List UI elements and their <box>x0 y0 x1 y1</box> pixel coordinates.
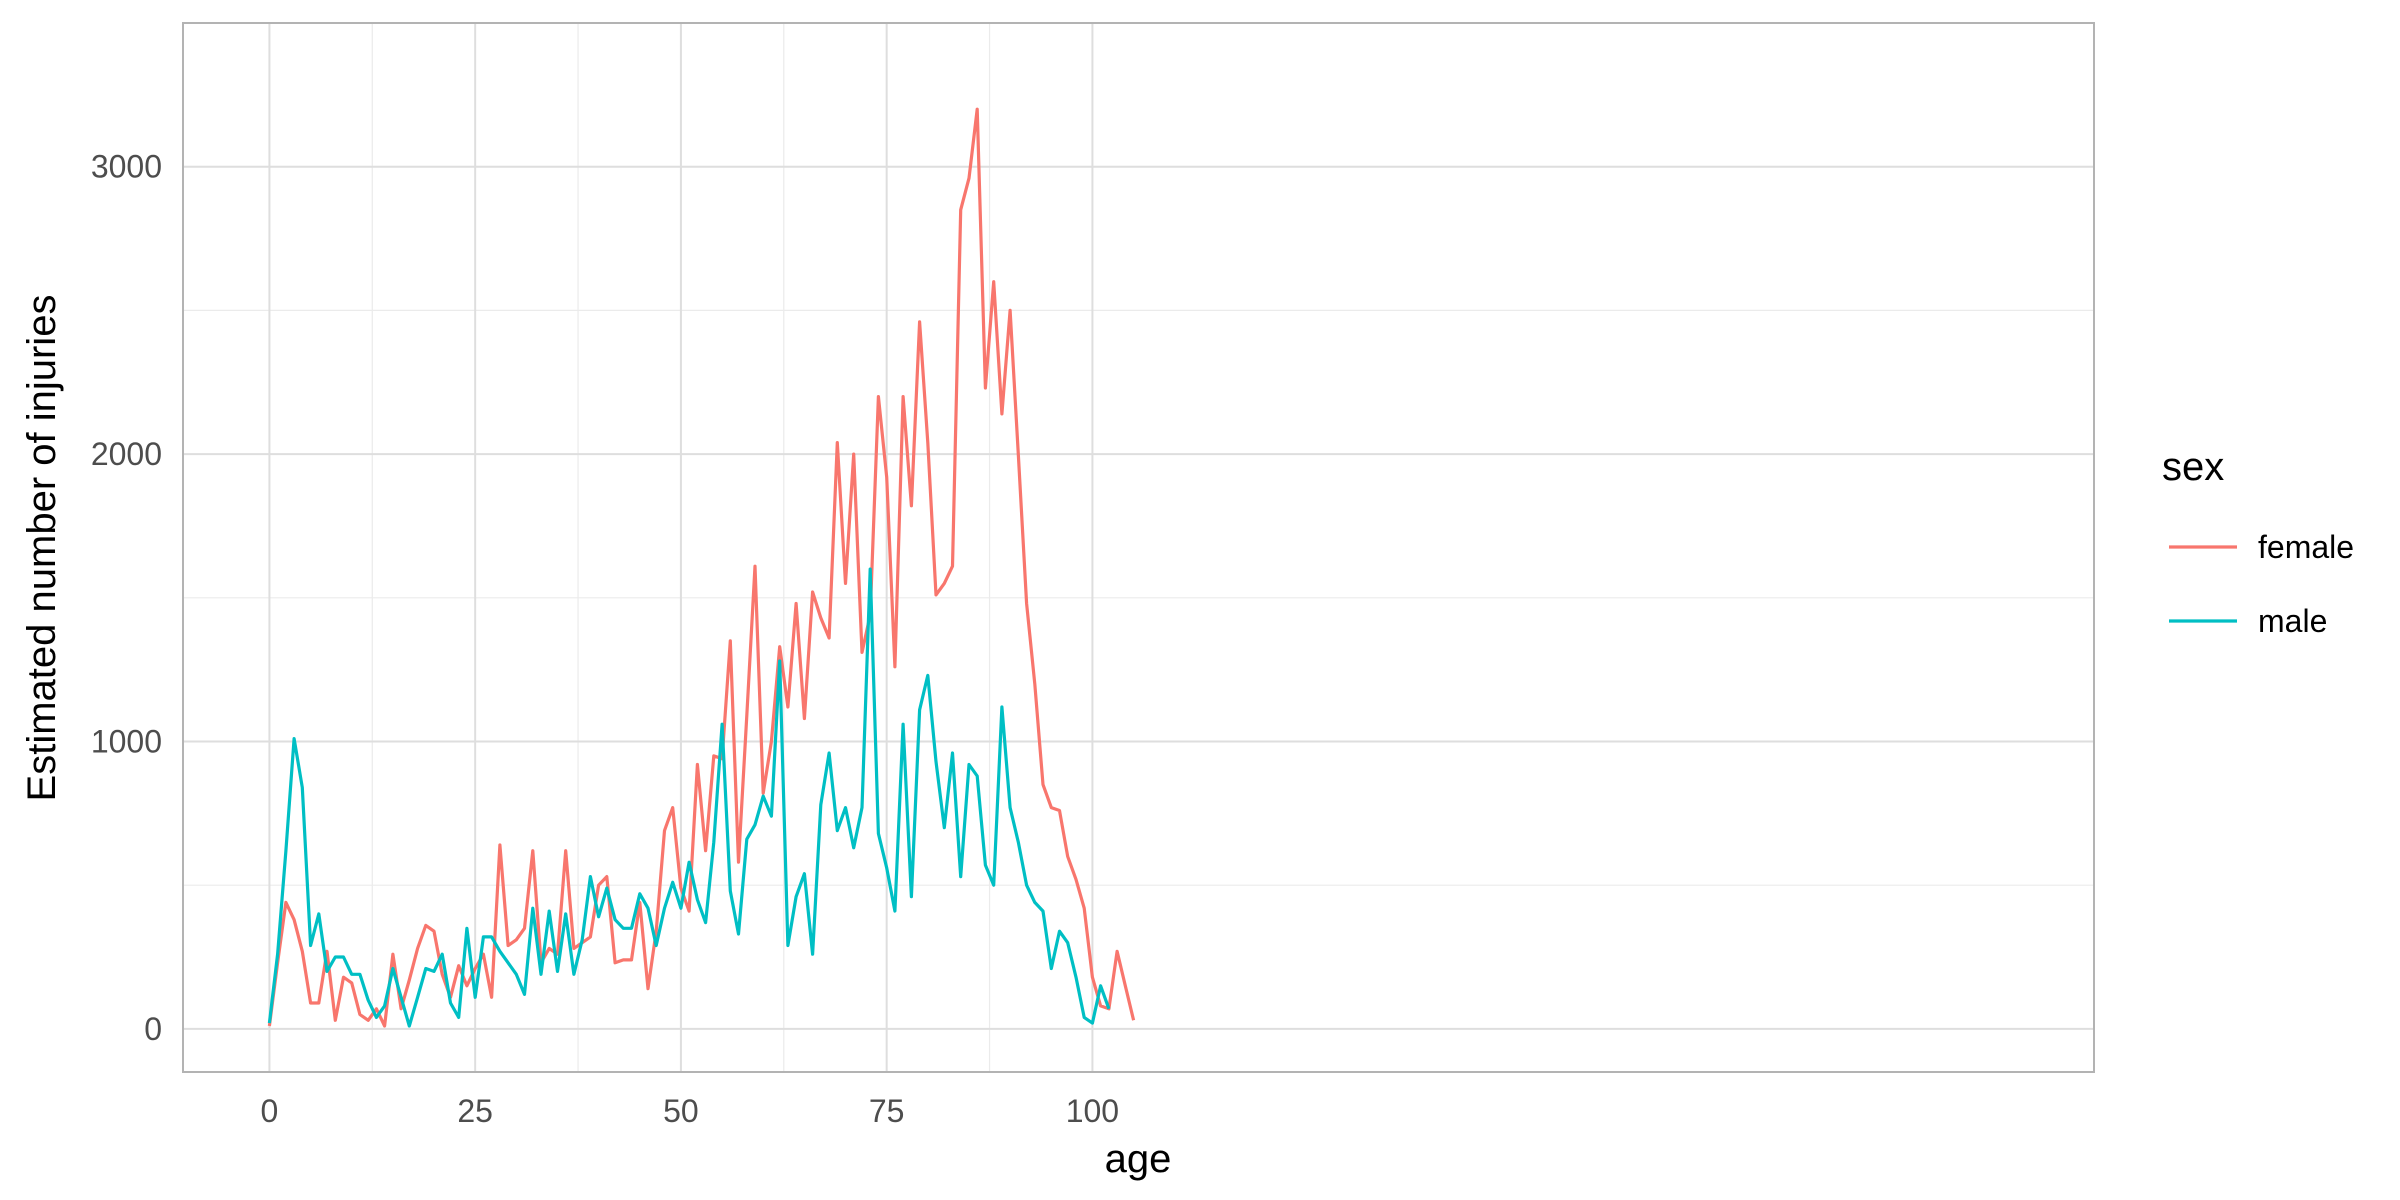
x-tick-label: 100 <box>1066 1093 1119 1129</box>
x-tick-label: 0 <box>261 1093 279 1129</box>
y-tick-label: 3000 <box>91 149 162 185</box>
y-tick-label: 0 <box>144 1011 162 1047</box>
x-tick-label: 25 <box>457 1093 493 1129</box>
legend: sex female male <box>2162 445 2354 639</box>
y-axis-title: Estimated number of injuries <box>20 295 64 802</box>
y-tick-label: 2000 <box>91 436 162 472</box>
legend-item-male: male <box>2169 603 2327 639</box>
panel-border <box>182 22 2095 1073</box>
y-axis-tick-labels: 0 1000 2000 3000 <box>91 149 162 1047</box>
legend-label: female <box>2258 529 2354 565</box>
legend-item-female: female <box>2169 529 2354 565</box>
x-axis-tick-labels: 0 25 50 75 100 <box>261 1093 1120 1129</box>
legend-title: sex <box>2162 445 2224 489</box>
legend-label: male <box>2258 603 2327 639</box>
series-line-male <box>267 567 1111 1028</box>
legend-items: female male <box>2169 529 2354 639</box>
x-axis-title: age <box>1105 1137 1172 1181</box>
x-tick-label: 50 <box>663 1093 699 1129</box>
grid <box>183 23 2094 1072</box>
series-line-female <box>267 107 1136 1028</box>
x-tick-label: 75 <box>869 1093 905 1129</box>
y-tick-label: 1000 <box>91 723 162 759</box>
series-lines <box>267 107 1136 1028</box>
